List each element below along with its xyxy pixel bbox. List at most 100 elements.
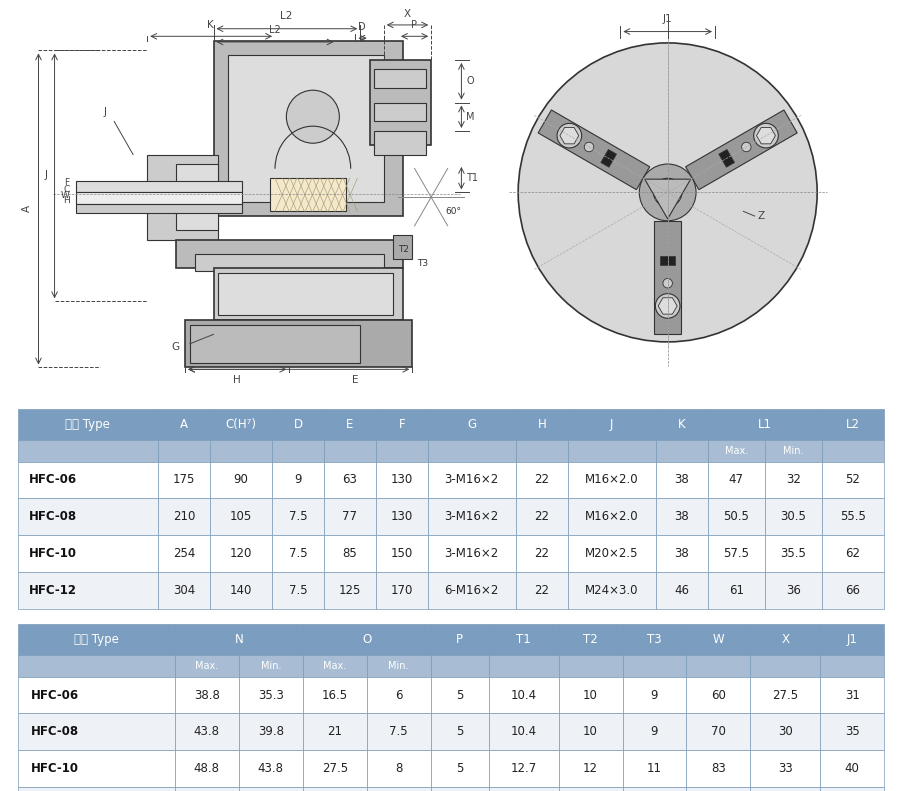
Bar (622, 787, 686, 791)
Circle shape (759, 129, 773, 142)
Text: 85: 85 (343, 547, 357, 560)
Text: M20×2.5: M20×2.5 (585, 547, 639, 560)
Circle shape (518, 43, 817, 342)
Text: 9: 9 (650, 688, 658, 702)
Bar (158, 462, 210, 498)
Text: Min.: Min. (389, 661, 409, 671)
Text: J: J (103, 107, 106, 117)
Bar (158, 572, 210, 609)
Bar (750, 624, 820, 655)
Circle shape (640, 164, 696, 221)
Bar (324, 572, 376, 609)
Circle shape (653, 178, 682, 206)
Text: 8: 8 (395, 763, 402, 775)
Text: 22: 22 (534, 584, 549, 597)
Bar (376, 462, 428, 498)
Text: 63: 63 (343, 474, 357, 486)
Bar (708, 536, 765, 572)
Text: 35: 35 (845, 725, 860, 738)
Bar (516, 409, 567, 441)
Text: 130: 130 (391, 510, 413, 524)
Text: 120: 120 (230, 547, 252, 560)
Bar (18, 498, 158, 536)
Circle shape (741, 142, 751, 152)
Bar (158, 536, 210, 572)
Bar (239, 787, 303, 791)
Bar (708, 498, 765, 536)
Bar (622, 655, 686, 676)
Bar (622, 676, 686, 713)
Bar (376, 441, 428, 462)
Bar (18, 624, 175, 655)
Bar (686, 624, 750, 655)
Bar (158, 409, 210, 441)
Text: N: N (235, 634, 244, 646)
Bar (77, 192, 242, 204)
Bar (376, 572, 428, 609)
Bar (324, 462, 376, 498)
Text: 35.5: 35.5 (780, 547, 806, 560)
Text: E: E (346, 418, 354, 431)
Text: M16×2.0: M16×2.0 (585, 510, 639, 524)
Bar (272, 462, 324, 498)
Text: H: H (234, 375, 241, 385)
Text: HFC-06: HFC-06 (29, 474, 78, 486)
Bar (176, 240, 403, 268)
Text: 304: 304 (172, 584, 195, 597)
Bar (367, 750, 430, 787)
Bar (18, 572, 158, 609)
Text: Max.: Max. (195, 661, 218, 671)
Text: 10.4: 10.4 (511, 725, 537, 738)
Bar (765, 536, 822, 572)
Bar (428, 462, 516, 498)
Text: T3: T3 (647, 634, 662, 646)
Bar (303, 624, 430, 655)
Text: HFC-08: HFC-08 (31, 725, 78, 738)
Bar (77, 181, 242, 192)
Bar (18, 787, 175, 791)
Text: 7.5: 7.5 (289, 510, 308, 524)
Bar (175, 676, 239, 713)
Bar (324, 498, 376, 536)
Text: 254: 254 (172, 547, 195, 560)
Bar (239, 655, 303, 676)
Bar (303, 655, 367, 676)
Bar (210, 409, 272, 441)
Text: 35.3: 35.3 (258, 688, 284, 702)
Text: X: X (404, 9, 411, 19)
Text: 3-M16×2: 3-M16×2 (445, 474, 499, 486)
Text: 11: 11 (647, 763, 662, 775)
Text: 9: 9 (650, 725, 658, 738)
Text: K: K (678, 418, 686, 431)
Text: T1: T1 (516, 634, 531, 646)
Text: 38.8: 38.8 (194, 688, 220, 702)
Text: E: E (352, 375, 359, 385)
Text: M16×2.0: M16×2.0 (585, 474, 639, 486)
Text: 36: 36 (786, 584, 801, 597)
Text: H: H (63, 196, 69, 206)
Text: G: G (467, 418, 476, 431)
Bar (820, 655, 884, 676)
Bar (185, 320, 412, 368)
Text: 170: 170 (391, 584, 413, 597)
Text: 47: 47 (729, 474, 744, 486)
Bar (516, 536, 567, 572)
Text: 52: 52 (845, 474, 861, 486)
Text: 21: 21 (327, 725, 342, 738)
Bar (708, 441, 765, 462)
Text: 5: 5 (456, 763, 464, 775)
Bar (77, 204, 242, 214)
Circle shape (557, 123, 582, 148)
Text: 22: 22 (534, 510, 549, 524)
Bar (765, 498, 822, 536)
Bar (558, 624, 622, 655)
Bar (708, 462, 765, 498)
Text: 60: 60 (711, 688, 726, 702)
Polygon shape (658, 297, 677, 314)
Text: M: M (466, 112, 474, 122)
Circle shape (656, 293, 680, 318)
Text: 77: 77 (343, 510, 357, 524)
Bar (750, 676, 820, 713)
Bar (18, 713, 175, 750)
Polygon shape (686, 110, 797, 190)
